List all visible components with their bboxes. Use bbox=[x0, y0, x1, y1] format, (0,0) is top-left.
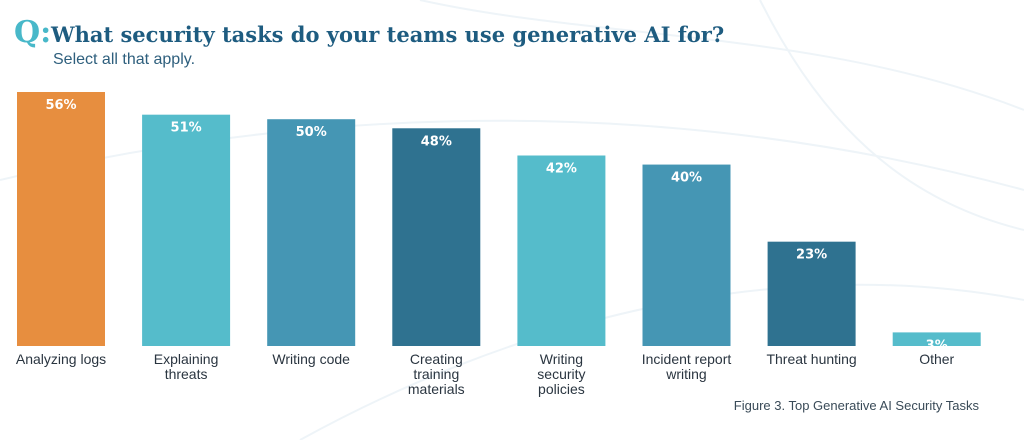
category-label: Explaining threats bbox=[154, 351, 219, 382]
bar-value-label: 23% bbox=[796, 248, 827, 263]
bar bbox=[392, 128, 481, 346]
bar bbox=[267, 119, 356, 346]
chart-subtitle: Select all that apply. bbox=[53, 51, 196, 68]
category-label: Threat hunting bbox=[766, 351, 856, 367]
bar-value-label: 42% bbox=[546, 162, 577, 177]
bar-value-label: 40% bbox=[671, 171, 702, 186]
bar bbox=[17, 92, 105, 346]
bar-value-label: 56% bbox=[45, 98, 76, 113]
bar bbox=[517, 155, 606, 346]
category-label: Writing security policies bbox=[537, 351, 585, 397]
category-label: Writing code bbox=[272, 351, 350, 367]
bar-value-label: 51% bbox=[171, 121, 202, 136]
category-label: Other bbox=[919, 351, 954, 367]
bar bbox=[142, 114, 231, 346]
question-icon: Q: bbox=[14, 15, 52, 50]
bar-value-label: 50% bbox=[296, 125, 327, 140]
category-label: Incident report writing bbox=[642, 351, 732, 382]
bar-value-label: 3% bbox=[926, 338, 948, 353]
category-label: Analyzing logs bbox=[16, 351, 106, 367]
bar bbox=[767, 241, 856, 346]
chart-title: What security tasks do your teams use ge… bbox=[51, 22, 725, 47]
bar bbox=[642, 164, 731, 346]
bar bbox=[892, 332, 981, 346]
figure-caption: Figure 3. Top Generative AI Security Tas… bbox=[733, 398, 979, 413]
category-label: Creating training materials bbox=[408, 351, 465, 397]
bar-value-label: 48% bbox=[421, 134, 452, 149]
